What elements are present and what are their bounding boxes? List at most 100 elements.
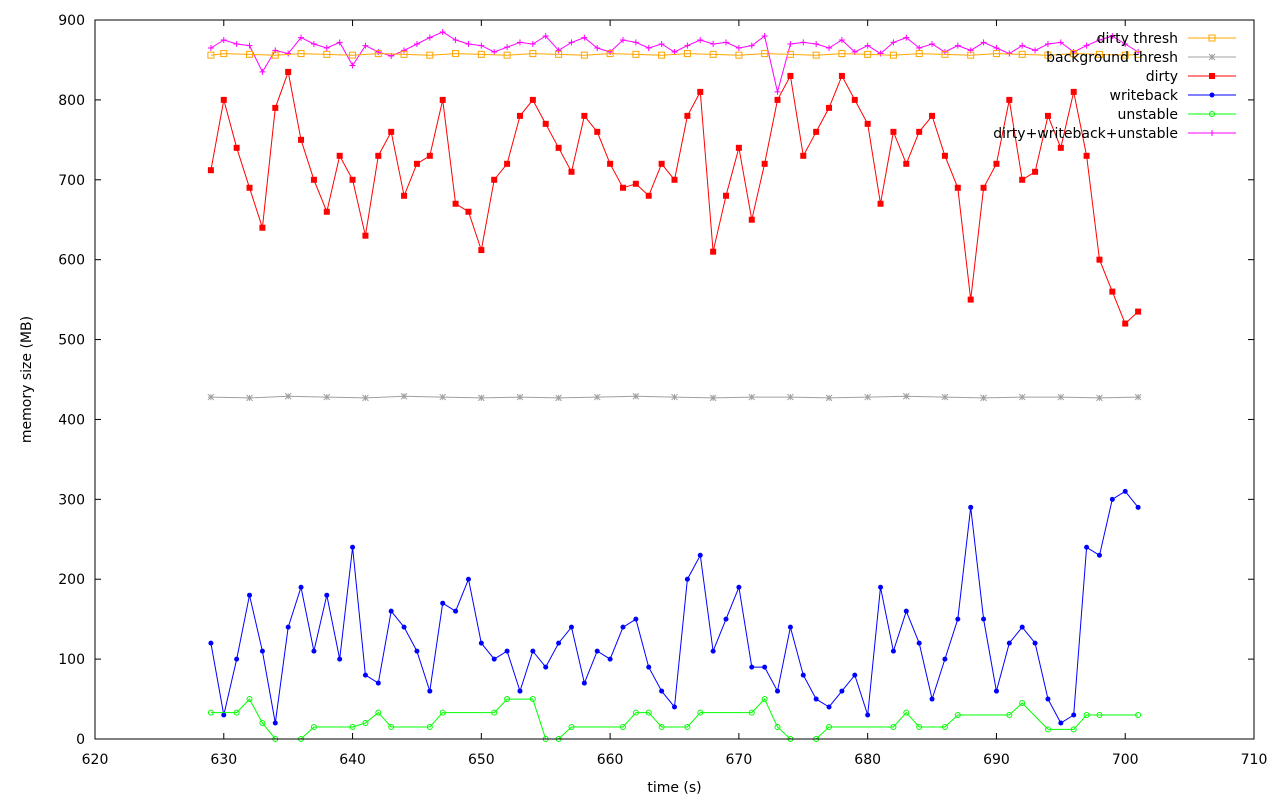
data-point bbox=[645, 709, 652, 716]
data-point bbox=[826, 724, 833, 731]
data-point bbox=[1083, 42, 1090, 49]
data-point bbox=[787, 624, 793, 630]
data-point bbox=[929, 112, 936, 119]
plot-series-layer bbox=[207, 28, 1142, 742]
data-point bbox=[877, 50, 884, 57]
data-point bbox=[336, 39, 343, 46]
data-point bbox=[246, 50, 254, 58]
legend-label: background thresh bbox=[1046, 50, 1178, 66]
data-point bbox=[1070, 726, 1077, 733]
data-point bbox=[800, 39, 807, 46]
data-point bbox=[749, 664, 755, 670]
y-tick-label: 900 bbox=[58, 13, 85, 29]
data-point bbox=[349, 724, 356, 731]
data-point bbox=[516, 112, 523, 119]
legend-label: dirty+writeback+unstable bbox=[993, 126, 1178, 142]
data-point bbox=[864, 393, 872, 401]
data-point bbox=[658, 51, 666, 59]
data-point bbox=[207, 709, 214, 716]
data-point bbox=[1109, 32, 1116, 39]
series-0 bbox=[207, 50, 1142, 59]
data-point bbox=[632, 392, 640, 400]
x-tick-label: 690 bbox=[983, 752, 1010, 768]
data-point bbox=[555, 394, 562, 402]
data-point bbox=[491, 709, 498, 716]
data-point bbox=[812, 51, 820, 59]
data-point bbox=[826, 104, 833, 111]
data-point bbox=[323, 393, 331, 401]
data-point bbox=[516, 393, 524, 401]
data-point bbox=[748, 216, 755, 223]
x-axis-title: time (s) bbox=[647, 780, 701, 796]
data-point bbox=[568, 168, 575, 175]
data-point bbox=[207, 51, 215, 59]
data-point bbox=[1032, 640, 1038, 646]
data-point bbox=[568, 724, 575, 731]
x-tick-label: 630 bbox=[210, 752, 237, 768]
data-point bbox=[915, 50, 923, 58]
data-point bbox=[453, 608, 459, 614]
data-point bbox=[543, 664, 549, 670]
data-point bbox=[310, 40, 317, 47]
data-point bbox=[1096, 256, 1103, 263]
data-point bbox=[285, 68, 292, 75]
data-point bbox=[813, 696, 819, 702]
data-point bbox=[362, 42, 369, 49]
data-point bbox=[220, 96, 227, 103]
data-point bbox=[233, 40, 240, 47]
data-point bbox=[852, 672, 858, 678]
data-point bbox=[426, 152, 433, 159]
data-point bbox=[491, 656, 497, 662]
data-point bbox=[452, 200, 459, 207]
data-point bbox=[1070, 88, 1077, 95]
data-point bbox=[1057, 144, 1064, 151]
data-point bbox=[529, 96, 536, 103]
data-point bbox=[530, 648, 536, 654]
data-point bbox=[234, 656, 240, 662]
data-point bbox=[284, 392, 292, 400]
y-tick-label: 100 bbox=[58, 652, 85, 668]
data-point bbox=[942, 656, 948, 662]
data-point bbox=[439, 709, 446, 716]
data-point bbox=[503, 51, 511, 59]
data-point bbox=[710, 648, 716, 654]
data-point bbox=[207, 167, 214, 174]
data-point bbox=[825, 394, 833, 402]
data-point bbox=[838, 36, 845, 43]
data-point bbox=[1083, 152, 1090, 159]
data-point bbox=[813, 128, 820, 135]
data-point bbox=[362, 720, 369, 727]
data-point bbox=[426, 34, 433, 41]
data-point bbox=[1109, 288, 1116, 295]
y-tick-label: 500 bbox=[58, 333, 85, 349]
data-point bbox=[362, 232, 369, 239]
legend-swatch-marker bbox=[1208, 53, 1216, 61]
data-point bbox=[851, 96, 858, 103]
data-point bbox=[504, 44, 511, 51]
data-point bbox=[568, 39, 575, 46]
data-point bbox=[375, 152, 382, 159]
data-point bbox=[1071, 712, 1077, 718]
data-point bbox=[929, 40, 936, 47]
data-point bbox=[607, 656, 613, 662]
data-point bbox=[787, 393, 794, 401]
data-point bbox=[710, 248, 717, 255]
data-point bbox=[439, 393, 447, 401]
series-5 bbox=[207, 28, 1142, 95]
data-point bbox=[748, 709, 755, 716]
data-point bbox=[903, 34, 910, 41]
data-point bbox=[465, 40, 472, 47]
data-point bbox=[902, 392, 910, 400]
data-point bbox=[297, 50, 305, 58]
data-point bbox=[581, 112, 588, 119]
data-point bbox=[400, 392, 408, 400]
data-point bbox=[207, 393, 215, 401]
data-point bbox=[735, 51, 743, 59]
data-point bbox=[323, 44, 330, 51]
data-point bbox=[748, 42, 755, 49]
data-point bbox=[1019, 700, 1026, 707]
data-point bbox=[349, 51, 357, 59]
data-point bbox=[1134, 50, 1142, 58]
series-3 bbox=[208, 488, 1141, 726]
legend-label: unstable bbox=[1118, 107, 1179, 123]
